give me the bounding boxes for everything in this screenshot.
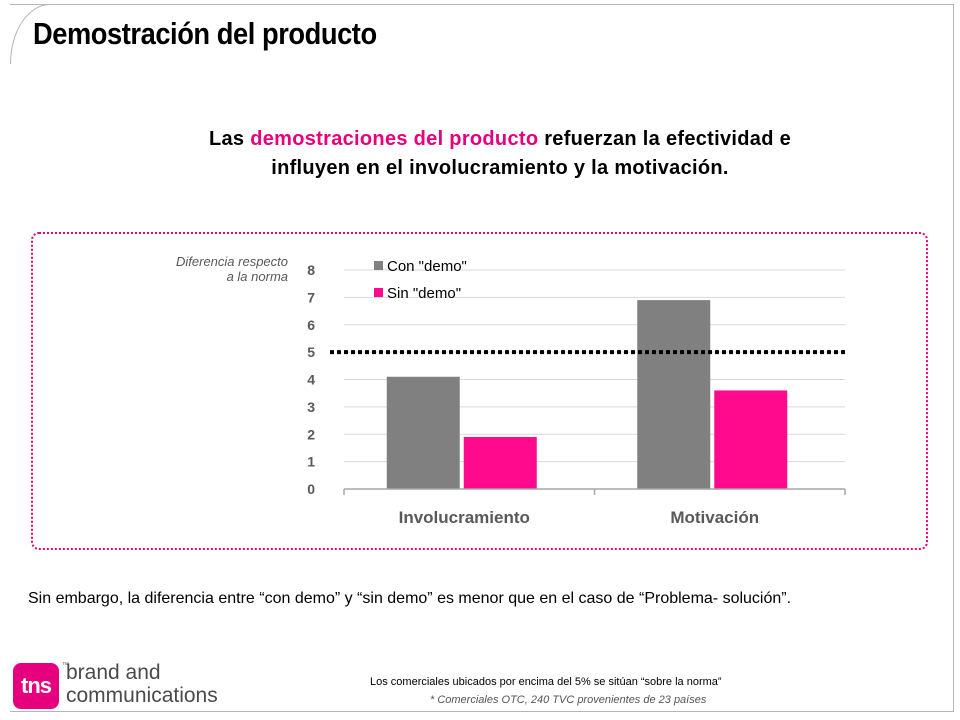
y-tick-label: 3	[307, 399, 315, 415]
y-tick-label: 4	[307, 372, 315, 388]
y-axis-label-line2: a la norma	[226, 269, 288, 284]
y-tick-label: 6	[307, 317, 315, 333]
x-tick-label: Motivación	[670, 508, 759, 527]
headline-line2: influyen en el involucramiento y la moti…	[271, 157, 729, 179]
logo-line2: communications	[66, 684, 218, 707]
y-tick-label: 1	[307, 454, 315, 470]
bar-con-demo	[386, 376, 460, 489]
x-tick-label: Involucramiento	[399, 508, 530, 527]
y-tick-label: 7	[307, 289, 315, 305]
bar-sin-demo	[714, 390, 788, 489]
legend-swatch	[374, 288, 383, 297]
chart-container	[31, 232, 928, 550]
y-axis-label-line1: Diferencia respecto	[176, 254, 288, 269]
y-tick-label: 5	[307, 344, 315, 360]
bars	[386, 300, 788, 489]
bar-sin-demo	[463, 436, 537, 489]
legend-label: Sin "demo"	[387, 285, 461, 302]
y-axis-label: Diferencia respecto a la norma	[176, 254, 288, 284]
tns-logo: tns	[13, 663, 59, 709]
footnote-norm: Los comerciales ubicados por encima del …	[370, 676, 722, 688]
y-tick-label: 0	[307, 481, 315, 497]
note-text: Sin embargo, la diferencia entre “con de…	[28, 590, 792, 607]
logo-line1: brand and	[66, 661, 161, 684]
headline-part2: refuerzan la efectividad e	[538, 128, 792, 150]
axes: 0 1 2 3 4 5 6 7 8 Involucramiento Motivación	[307, 262, 846, 527]
legend-swatch	[374, 261, 383, 270]
logo-wordmark: brand and communications	[66, 661, 218, 707]
bar-con-demo	[637, 300, 711, 489]
logo-trademark: ™	[62, 662, 69, 669]
slide-title: Demostración del producto	[33, 16, 377, 51]
headline-part1: Las	[208, 128, 251, 150]
headline: Las demostraciones del producto refuerza…	[120, 125, 880, 183]
headline-highlight: demostraciones del producto	[250, 128, 539, 150]
legend-label: Con "demo"	[387, 258, 467, 275]
y-tick-label: 8	[307, 262, 315, 278]
legend: Con "demo" Sin "demo"	[374, 258, 467, 302]
y-tick-label: 2	[307, 426, 315, 442]
slide-frame	[10, 4, 954, 712]
footnote-source: * Comerciales OTC, 240 TVC provenientes …	[430, 694, 707, 706]
